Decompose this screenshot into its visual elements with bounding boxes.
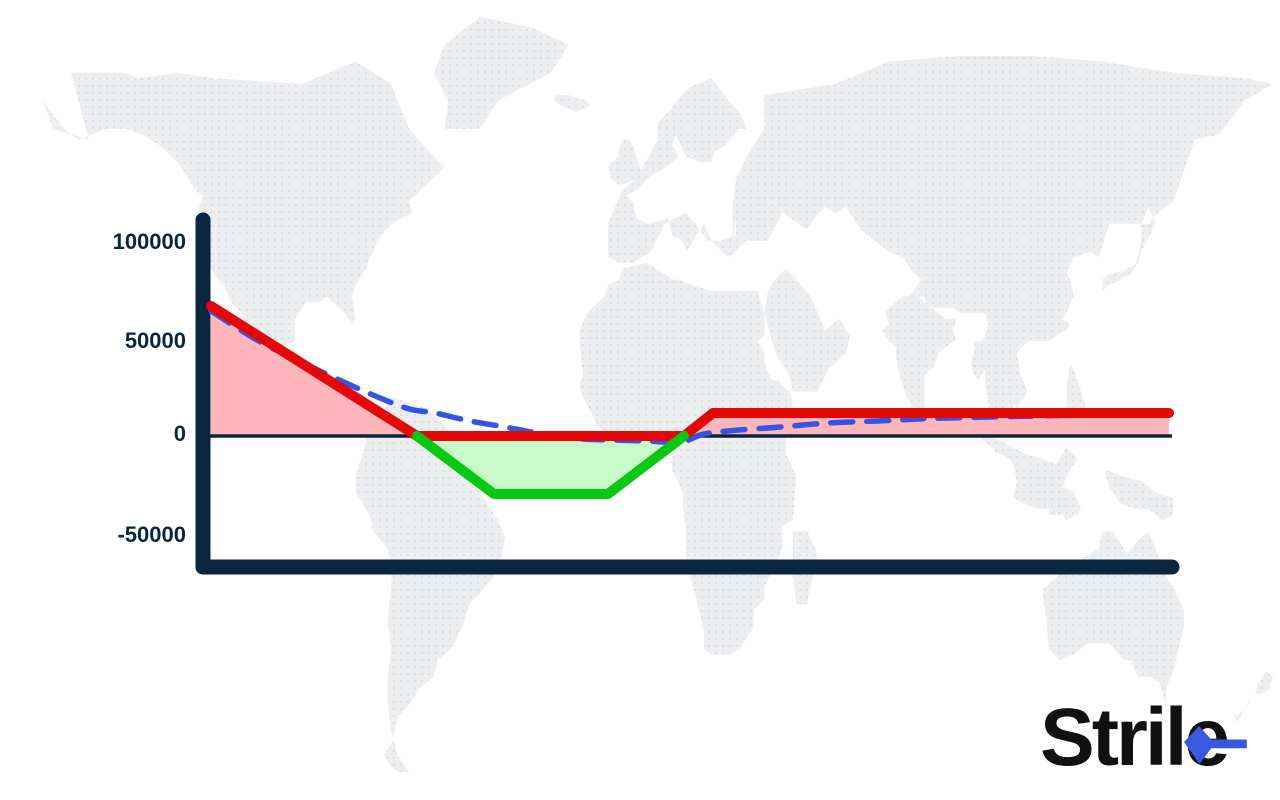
svg-text:-50000: -50000 — [117, 522, 186, 547]
svg-text:0: 0 — [174, 421, 186, 446]
svg-text:100000: 100000 — [113, 229, 186, 254]
svg-text:50000: 50000 — [125, 328, 186, 353]
